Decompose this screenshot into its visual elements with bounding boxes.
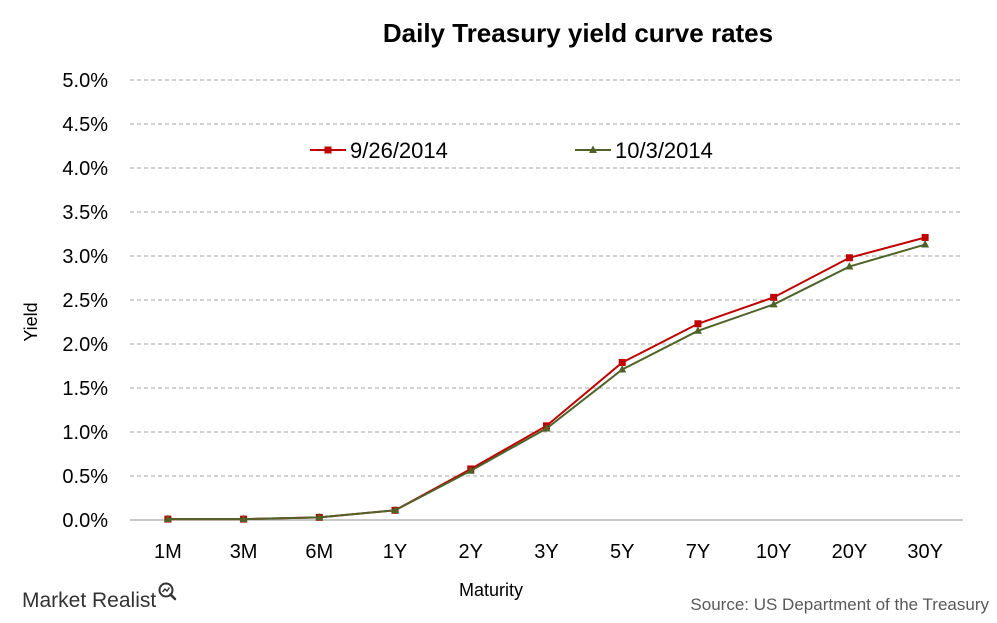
data-point	[769, 299, 778, 308]
data-point	[163, 514, 172, 523]
brand-name: Market Realist	[22, 589, 156, 612]
y-tick-label: 4.5%	[62, 114, 108, 136]
x-tick-label: 10Y	[756, 541, 792, 563]
x-tick-label: 2Y	[459, 541, 483, 563]
y-tick-label: 0.5%	[62, 466, 108, 488]
y-axis-ticks: 0.0% 0.5% 1.0% 1.5% 2.0% 2.5% 3.0% 3.5% 4.0% 4.5%…	[62, 70, 108, 532]
x-tick-label: 7Y	[686, 541, 710, 563]
x-tick-label: 1Y	[383, 541, 407, 563]
data-point	[618, 365, 627, 373]
data-point	[315, 512, 324, 521]
data-point	[391, 505, 400, 514]
brand-logo: Market Realist	[22, 582, 177, 612]
x-tick-label: 3Y	[534, 541, 558, 563]
legend-label: 10/3/2014	[615, 138, 713, 163]
x-tick-label: 30Y	[907, 541, 943, 563]
legend: 9/26/2014 10/3/2014	[310, 138, 713, 163]
data-point	[239, 514, 248, 523]
data-point	[845, 262, 854, 270]
y-tick-label: 4.0%	[62, 158, 108, 180]
y-tick-label: 1.5%	[62, 378, 108, 400]
data-point	[694, 320, 702, 328]
x-axis-title: Maturity	[459, 580, 523, 600]
series-1	[164, 234, 929, 523]
y-tick-label: 2.5%	[62, 290, 108, 312]
data-point	[542, 423, 551, 432]
y-tick-label: 2.0%	[62, 334, 108, 356]
y-tick-label: 0.0%	[62, 510, 108, 532]
series-2	[163, 240, 930, 523]
x-tick-label: 1M	[154, 541, 182, 563]
series-line	[167, 243, 926, 521]
data-point	[466, 466, 475, 474]
x-tick-label: 20Y	[832, 541, 868, 563]
data-point	[618, 358, 626, 366]
series-line	[167, 236, 926, 521]
x-tick-label: 6M	[305, 541, 333, 563]
y-axis-title: Yield	[21, 302, 41, 341]
legend-item: 9/26/2014	[310, 138, 448, 163]
chart-title: Daily Treasury yield curve rates	[383, 18, 773, 48]
y-tick-label: 3.0%	[62, 246, 108, 268]
legend-item: 10/3/2014	[575, 138, 713, 163]
x-tick-label: 3M	[230, 541, 258, 563]
legend-marker	[589, 145, 597, 153]
legend-marker	[324, 146, 332, 154]
y-tick-label: 1.0%	[62, 422, 108, 444]
series-layer	[163, 234, 930, 523]
data-point	[921, 234, 929, 242]
magnifier-chart-icon	[158, 582, 177, 601]
data-point	[770, 293, 778, 301]
y-tick-label: 5.0%	[62, 70, 108, 92]
data-point	[693, 326, 702, 334]
data-point	[845, 254, 853, 262]
x-tick-label: 5Y	[610, 541, 634, 563]
data-point	[921, 240, 930, 248]
source-note: Source: US Department of the Treasury	[690, 595, 989, 614]
y-tick-label: 3.5%	[62, 202, 108, 224]
x-axis-ticks: 1M 3M 6M 1Y 2Y 3Y 5Y 7Y 10Y 20Y 30Y	[154, 541, 943, 563]
legend-label: 9/26/2014	[350, 138, 448, 163]
gridlines	[130, 79, 963, 477]
